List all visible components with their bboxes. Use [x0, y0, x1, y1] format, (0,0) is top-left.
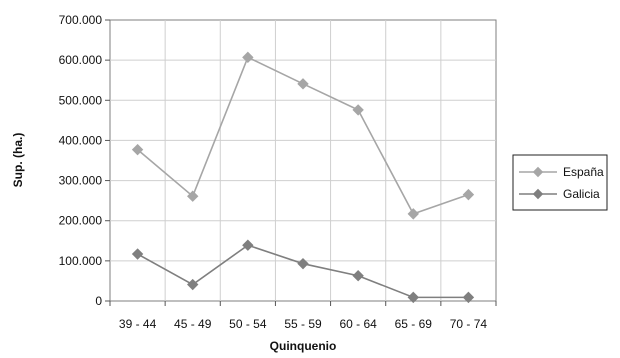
legend-marker [532, 188, 544, 200]
data-point [297, 257, 309, 270]
legend-box [512, 154, 608, 211]
y-tick-label: 300.000 [59, 174, 103, 188]
legend-marker [532, 166, 544, 178]
data-point [352, 104, 364, 116]
y-tick-label: 700.000 [59, 13, 103, 27]
x-axis-ticks: 39 - 44 45 - 49 50 - 54 55 - 59 60 - 64 65 - … [109, 301, 497, 331]
x-tick-label: 50 - 54 [229, 317, 267, 331]
x-tick-label: 55 - 59 [284, 317, 322, 331]
x-tick-label: 39 - 44 [119, 317, 157, 331]
data-point [407, 291, 419, 304]
x-axis-title: Quinquenio [270, 339, 337, 353]
gridlines [110, 20, 496, 301]
data-point [187, 190, 199, 202]
data-point [407, 208, 419, 220]
y-tick-label: 200.000 [59, 214, 103, 228]
data-point [297, 78, 309, 90]
x-tick-label: 70 - 74 [450, 317, 488, 331]
data-point [131, 248, 144, 260]
y-axis-title: Sup. (ha.) [11, 133, 25, 188]
legend: España Galicia [512, 154, 608, 211]
data-point [462, 188, 475, 201]
y-tick-label: 600.000 [59, 53, 103, 67]
y-tick-label: 0 [95, 294, 102, 308]
data-point [462, 291, 475, 304]
data-point [131, 143, 144, 156]
data-point [242, 51, 254, 64]
legend-label: Galicia [563, 187, 600, 201]
x-tick-label: 45 - 49 [174, 317, 212, 331]
x-tick-label: 65 - 69 [395, 317, 433, 331]
series-lines [131, 51, 475, 304]
y-tick-label: 400.000 [59, 133, 103, 147]
data-point [187, 278, 199, 291]
legend-label: España [563, 165, 604, 179]
data-point [352, 270, 364, 282]
x-tick-label: 60 - 64 [339, 317, 377, 331]
data-point [242, 239, 254, 251]
y-tick-label: 100.000 [59, 254, 103, 268]
y-tick-label: 500.000 [59, 93, 103, 107]
plot-area [109, 19, 497, 302]
y-axis-ticks: 0 100.000 200.000 300.000 400.000 500.000 600.… [59, 13, 110, 308]
